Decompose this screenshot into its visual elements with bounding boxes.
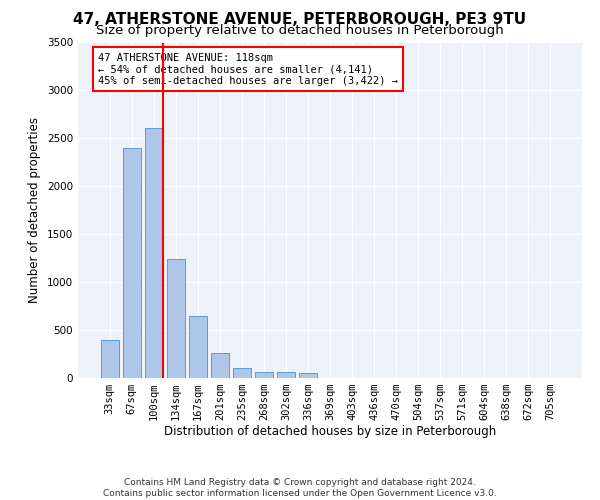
Text: Contains HM Land Registry data © Crown copyright and database right 2024.
Contai: Contains HM Land Registry data © Crown c… xyxy=(103,478,497,498)
Bar xyxy=(123,148,140,378)
Bar xyxy=(211,352,229,378)
Bar xyxy=(189,316,206,378)
Bar xyxy=(233,368,251,378)
Bar xyxy=(299,373,317,378)
Y-axis label: Number of detached properties: Number of detached properties xyxy=(28,117,41,303)
X-axis label: Distribution of detached houses by size in Peterborough: Distribution of detached houses by size … xyxy=(164,426,496,438)
Bar xyxy=(167,259,185,378)
Bar xyxy=(255,372,273,378)
Bar xyxy=(145,128,163,378)
Bar xyxy=(277,372,295,378)
Text: Size of property relative to detached houses in Peterborough: Size of property relative to detached ho… xyxy=(96,24,504,37)
Text: 47 ATHERSTONE AVENUE: 118sqm
← 54% of detached houses are smaller (4,141)
45% of: 47 ATHERSTONE AVENUE: 118sqm ← 54% of de… xyxy=(98,52,398,86)
Bar xyxy=(101,340,119,378)
Text: 47, ATHERSTONE AVENUE, PETERBOROUGH, PE3 9TU: 47, ATHERSTONE AVENUE, PETERBOROUGH, PE3… xyxy=(73,12,527,28)
